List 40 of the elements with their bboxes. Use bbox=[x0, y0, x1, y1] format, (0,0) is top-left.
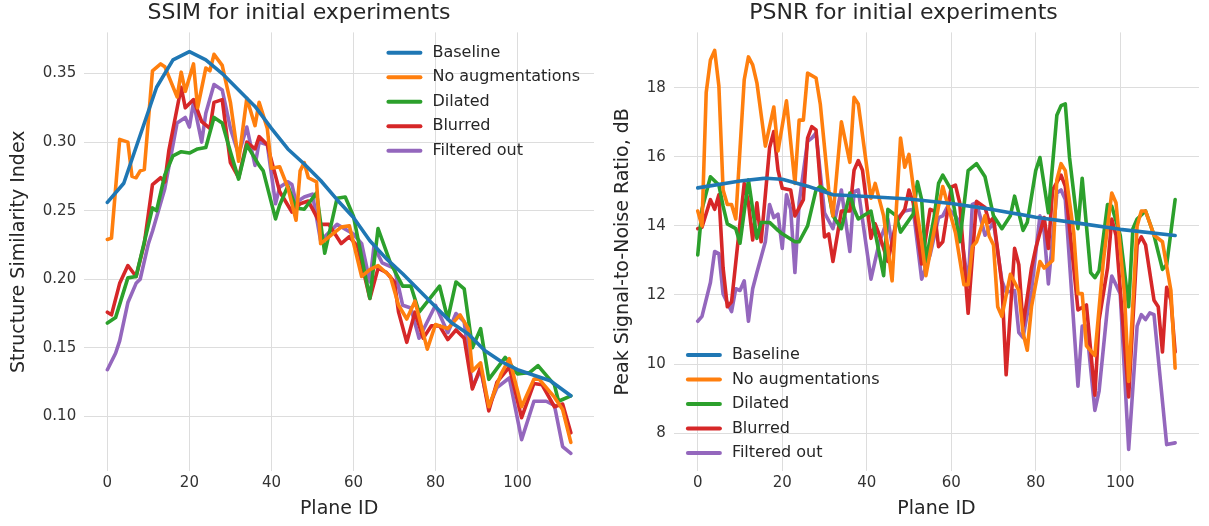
x-axis-title: Plane ID bbox=[299, 495, 379, 518]
legend-label: Blurred bbox=[432, 115, 491, 135]
y-tick-label: 14 bbox=[646, 215, 666, 234]
legend-label: Filtered out bbox=[731, 442, 823, 462]
x-tick-label: 80 bbox=[1026, 473, 1046, 492]
chart-title: SSIM for initial experiments bbox=[147, 0, 451, 24]
y-tick-label: 16 bbox=[646, 146, 666, 165]
legend-label: Baseline bbox=[432, 41, 501, 61]
y-tick-label: 8 bbox=[656, 423, 666, 442]
x-axis-title: Plane ID bbox=[897, 495, 976, 518]
legend-label: Dilated bbox=[731, 393, 790, 413]
legend-label: No augmentations bbox=[432, 66, 580, 86]
y-tick-label: 18 bbox=[646, 77, 666, 96]
y-tick-label: 0.15 bbox=[42, 337, 77, 356]
y-axis-title: Peak Signal-to-Noise Ratio, dB bbox=[610, 108, 633, 396]
x-tick-label: 100 bbox=[1105, 473, 1135, 492]
x-tick-label: 80 bbox=[425, 473, 446, 492]
y-tick-label: 0.25 bbox=[42, 200, 77, 219]
y-axis-title: Structure Similarity Index bbox=[6, 130, 29, 374]
y-tick-label: 10 bbox=[646, 353, 666, 372]
x-tick-label: 40 bbox=[261, 473, 281, 492]
x-tick-label: 40 bbox=[857, 473, 877, 492]
x-tick-label: 0 bbox=[102, 473, 113, 492]
y-tick-label: 0.35 bbox=[42, 63, 77, 82]
legend-label: Baseline bbox=[731, 344, 800, 364]
x-tick-label: 60 bbox=[343, 473, 363, 492]
y-tick-label: 0.10 bbox=[42, 406, 77, 425]
y-tick-label: 0.20 bbox=[42, 269, 77, 288]
x-tick-label: 20 bbox=[772, 473, 792, 492]
y-tick-label: 0.30 bbox=[42, 131, 77, 150]
x-tick-label: 0 bbox=[692, 473, 703, 492]
legend-label: Dilated bbox=[432, 90, 490, 110]
x-tick-label: 100 bbox=[503, 473, 532, 492]
x-tick-label: 60 bbox=[941, 473, 961, 492]
legend-label: No augmentations bbox=[731, 368, 880, 388]
legend-label: Filtered out bbox=[432, 139, 523, 159]
chart-title: PSNR for initial experiments bbox=[749, 0, 1058, 24]
y-tick-label: 12 bbox=[646, 284, 666, 303]
x-tick-label: 20 bbox=[179, 473, 199, 492]
legend-label: Blurred bbox=[731, 417, 790, 437]
